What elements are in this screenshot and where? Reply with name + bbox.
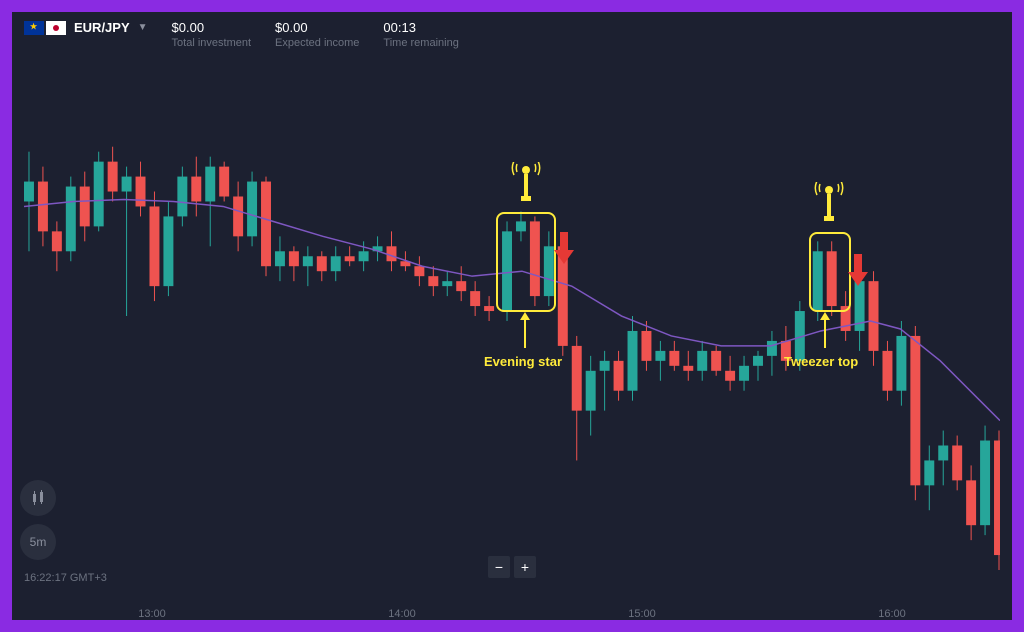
signal-icon [814,182,844,222]
zoom-out-button[interactable]: − [488,556,510,578]
indicators-button[interactable] [20,480,56,516]
x-tick: 14:00 [388,608,416,620]
chevron-down-icon: ▼ [138,22,148,33]
header: EUR/JPY ▼ $0.00 Total investment $0.00 E… [12,12,1012,57]
eu-flag-icon [24,21,44,35]
timestamp: 16:22:17 GMT+3 [24,572,107,584]
chart-container: EUR/JPY ▼ $0.00 Total investment $0.00 E… [12,12,1012,620]
x-tick: 15:00 [628,608,656,620]
stat-time-remaining: 00:13 Time remaining [383,20,458,49]
zoom-in-button[interactable]: + [514,556,536,578]
signal-icon [511,162,541,202]
annotation-label-evening-star: Evening star [484,354,562,369]
side-buttons: 5m [20,480,56,560]
x-tick: 16:00 [878,608,906,620]
arrow-up-icon [524,318,526,348]
zoom-controls: − + [488,556,536,578]
pair-label: EUR/JPY [74,20,130,35]
candlestick-chart [24,72,1000,570]
stat-total-investment: $0.00 Total investment [172,20,251,49]
annotation-label-tweezer-top: Tweezer top [784,354,858,369]
arrow-up-icon [824,318,826,348]
x-tick: 13:00 [138,608,166,620]
jp-flag-icon [46,21,66,35]
chart-area[interactable]: Evening star Tweezer top [24,72,1000,570]
pair-selector[interactable]: EUR/JPY ▼ [24,20,148,35]
flag-group [24,21,66,35]
timeframe-button[interactable]: 5m [20,524,56,560]
stat-expected-income: $0.00 Expected income [275,20,359,49]
candle-icon [30,490,46,506]
